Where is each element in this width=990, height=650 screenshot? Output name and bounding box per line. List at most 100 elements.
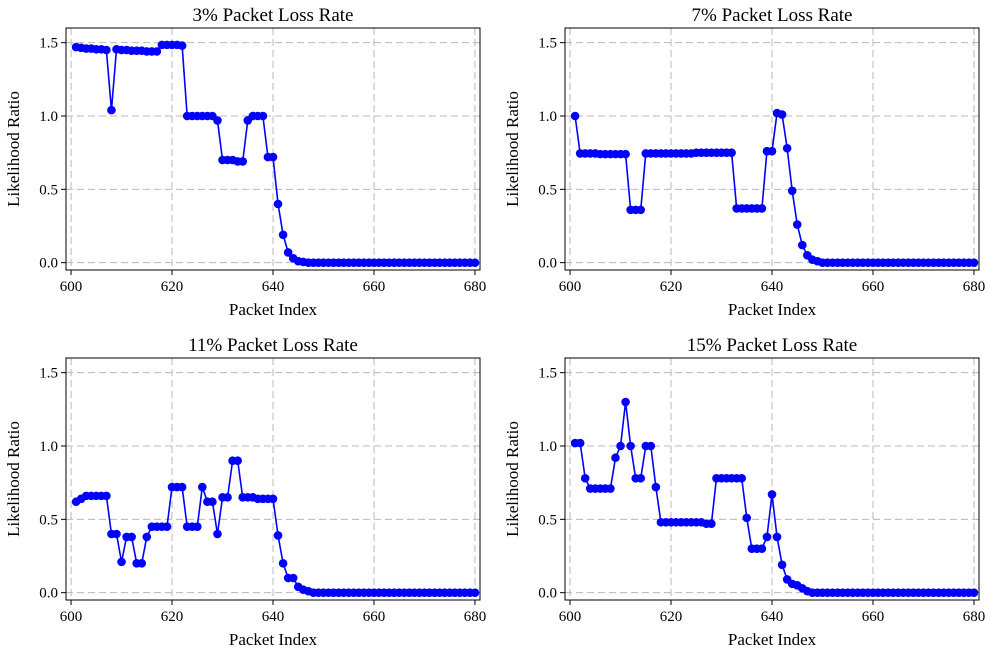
x-axis-label: Packet Index [728,630,817,649]
series-line [574,112,974,264]
data-point [797,240,807,250]
data-point [969,588,979,597]
y-axis-label: Likelihood Ratio [4,91,23,207]
data-point [777,110,787,119]
data-point [782,143,792,153]
data-point [636,205,646,215]
y-tick-label: 1.5 [39,366,58,382]
y-tick-label: 0.0 [538,586,557,602]
y-tick-label: 1.5 [39,36,58,52]
data-point [107,105,116,115]
data-point [198,482,207,492]
data-point [162,522,172,531]
x-tick-label: 600 [559,609,582,625]
data-point [278,230,288,240]
data-point [611,453,620,463]
x-tick-label: 640 [761,609,784,625]
data-point [636,473,646,483]
subplot-1: 600 620 640 660 680 0.0 0.5 1.0 1.5 3% Packet Los… [4,5,486,319]
data-point [575,438,585,448]
data-point [621,397,630,407]
y-tick-label: 1.5 [538,36,557,52]
x-tick-label: 600 [60,609,83,625]
x-tick-label: 660 [862,609,885,625]
x-tick-label: 640 [262,609,285,625]
data-point [208,497,217,507]
data-point [268,494,278,504]
data-point [470,588,480,597]
data-point [767,146,777,156]
y-tick-label: 1.0 [538,109,557,125]
data-point [707,519,716,529]
x-axis-label: Packet Index [728,300,817,319]
data-point [192,522,202,531]
x-tick-label: 620 [660,609,683,625]
subplot-title: 15% Packet Loss Rate [687,335,857,356]
y-tick-label: 1.0 [538,439,557,455]
data-point [742,513,752,523]
x-tick-label: 680 [963,279,986,295]
x-axis-label: Packet Index [229,300,318,319]
data-point [792,220,802,229]
data-point [737,473,747,483]
x-tick-label: 600 [559,279,582,295]
data-point [626,441,635,451]
y-tick-label: 0.0 [39,586,58,602]
x-tick-label: 620 [161,279,184,295]
x-tick-label: 660 [363,609,386,625]
series-line [75,459,475,594]
data-point [117,557,126,567]
x-tick-label: 660 [862,279,885,295]
data-point [278,559,288,568]
data-point [283,248,293,257]
x-tick-label: 660 [363,279,386,295]
data-point [268,152,278,162]
x-tick-label: 680 [963,609,986,625]
subplot-title: 3% Packet Loss Rate [193,5,354,26]
y-tick-label: 0.5 [39,512,58,528]
y-tick-label: 0.0 [39,256,58,272]
x-tick-label: 640 [262,279,285,295]
data-point [969,258,979,267]
data-point [258,111,268,121]
data-point [273,531,283,540]
x-tick-label: 620 [660,279,683,295]
data-point [757,204,767,213]
y-axis-label: Likelihood Ratio [4,421,23,537]
data-point [137,559,147,568]
data-point [727,148,736,157]
y-axis-label: Likelihood Ratio [503,421,522,537]
data-point [152,47,162,56]
x-tick-label: 680 [464,609,487,625]
y-axis-label: Likelihood Ratio [503,91,522,207]
data-point [787,186,797,196]
x-tick-label: 600 [60,279,83,295]
data-point [470,258,480,267]
data-point [213,529,222,539]
subplot-title: 11% Packet Loss Rate [188,335,358,356]
data-point [777,560,787,570]
y-tick-label: 1.0 [39,439,58,455]
data-point [646,441,656,451]
x-tick-label: 640 [761,279,784,295]
data-point [102,45,111,55]
x-tick-label: 680 [464,279,487,295]
data-point [621,149,630,159]
y-tick-label: 0.5 [39,182,58,198]
data-point [223,493,232,502]
data-point [127,532,136,542]
data-point [102,491,111,501]
subplot-2: 600 620 640 660 680 0.0 0.5 1.0 1.5 7% Packet Los… [503,5,985,319]
data-point [177,41,187,50]
data-point [616,441,625,451]
x-tick-label: 620 [161,609,184,625]
data-point [570,111,580,121]
y-tick-label: 1.5 [538,366,557,382]
data-point [112,529,121,539]
subplot-4: 600 620 640 660 680 0.0 0.5 1.0 1.5 15% Packet Lo… [503,335,985,649]
data-point [213,116,222,125]
x-axis-label: Packet Index [229,630,318,649]
data-point [177,482,187,492]
y-tick-label: 0.0 [538,256,557,272]
